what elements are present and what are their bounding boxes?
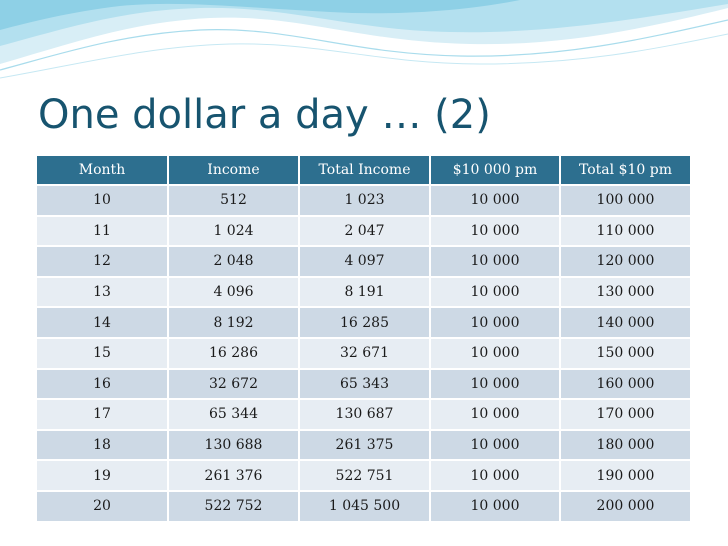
table-row: 18 130 688 261 375 10 000 180 000 xyxy=(37,429,690,462)
cell-month: 13 xyxy=(37,276,169,309)
table-row: 10 512 1 023 10 000 100 000 xyxy=(37,185,690,217)
cell-10000-pm: 10 000 xyxy=(430,337,561,370)
cell-10000-pm: 10 000 xyxy=(430,307,561,339)
cell-10000-pm: 10 000 xyxy=(430,399,561,431)
cell-income: 522 752 xyxy=(168,490,300,523)
cell-month: 17 xyxy=(37,399,169,431)
column-header-total-income: Total Income xyxy=(299,156,431,186)
table-row: 20 522 752 1 045 500 10 000 200 000 xyxy=(37,490,690,523)
cell-total-10-pm: 110 000 xyxy=(560,215,690,248)
cell-month: 18 xyxy=(37,429,169,462)
cell-10000-pm: 10 000 xyxy=(430,246,561,278)
cell-10000-pm: 10 000 xyxy=(430,368,561,401)
cell-month: 10 xyxy=(37,185,169,217)
cell-total-income: 1 023 xyxy=(299,185,431,217)
cell-income: 32 672 xyxy=(168,368,300,401)
cell-total-10-pm: 190 000 xyxy=(560,460,690,492)
cell-month: 20 xyxy=(37,490,169,523)
cell-total-income: 8 191 xyxy=(299,276,431,309)
cell-income: 4 096 xyxy=(168,276,300,309)
cell-income: 130 688 xyxy=(168,429,300,462)
cell-total-income: 1 045 500 xyxy=(299,490,431,523)
cell-income: 2 048 xyxy=(168,246,300,278)
cell-total-10-pm: 140 000 xyxy=(560,307,690,339)
income-table: Month Income Total Income $10 000 pm Tot… xyxy=(37,156,690,523)
cell-total-income: 65 343 xyxy=(299,368,431,401)
table-row: 14 8 192 16 285 10 000 140 000 xyxy=(37,307,690,339)
cell-total-10-pm: 200 000 xyxy=(560,490,690,523)
cell-month: 19 xyxy=(37,460,169,492)
cell-total-income: 16 285 xyxy=(299,307,431,339)
table-row: 16 32 672 65 343 10 000 160 000 xyxy=(37,368,690,401)
cell-income: 16 286 xyxy=(168,337,300,370)
cell-10000-pm: 10 000 xyxy=(430,429,561,462)
cell-10000-pm: 10 000 xyxy=(430,460,561,492)
cell-income: 65 344 xyxy=(168,399,300,431)
cell-total-10-pm: 180 000 xyxy=(560,429,690,462)
cell-total-income: 261 375 xyxy=(299,429,431,462)
cell-total-10-pm: 100 000 xyxy=(560,185,690,217)
cell-month: 11 xyxy=(37,215,169,248)
cell-total-10-pm: 120 000 xyxy=(560,246,690,278)
decorative-wave-banner xyxy=(0,0,728,79)
column-header-10000-pm: $10 000 pm xyxy=(430,156,561,186)
cell-total-income: 32 671 xyxy=(299,337,431,370)
cell-month: 16 xyxy=(37,368,169,401)
cell-month: 12 xyxy=(37,246,169,278)
slide-title: One dollar a day … (2) xyxy=(38,92,491,138)
cell-total-income: 2 047 xyxy=(299,215,431,248)
table-header-row: Month Income Total Income $10 000 pm Tot… xyxy=(37,156,690,186)
cell-10000-pm: 10 000 xyxy=(430,490,561,523)
cell-total-10-pm: 130 000 xyxy=(560,276,690,309)
cell-10000-pm: 10 000 xyxy=(430,276,561,309)
table-row: 11 1 024 2 047 10 000 110 000 xyxy=(37,215,690,248)
cell-income: 8 192 xyxy=(168,307,300,339)
cell-income: 512 xyxy=(168,185,300,217)
cell-total-10-pm: 170 000 xyxy=(560,399,690,431)
table-row: 19 261 376 522 751 10 000 190 000 xyxy=(37,460,690,492)
cell-month: 14 xyxy=(37,307,169,339)
cell-total-10-pm: 150 000 xyxy=(560,337,690,370)
cell-10000-pm: 10 000 xyxy=(430,185,561,217)
cell-income: 261 376 xyxy=(168,460,300,492)
column-header-month: Month xyxy=(37,156,169,186)
table-row: 17 65 344 130 687 10 000 170 000 xyxy=(37,399,690,431)
table-row: 13 4 096 8 191 10 000 130 000 xyxy=(37,276,690,309)
column-header-total-10-pm: Total $10 pm xyxy=(560,156,690,186)
cell-income: 1 024 xyxy=(168,215,300,248)
cell-10000-pm: 10 000 xyxy=(430,215,561,248)
column-header-income: Income xyxy=(168,156,300,186)
cell-total-income: 130 687 xyxy=(299,399,431,431)
cell-month: 15 xyxy=(37,337,169,370)
cell-total-income: 4 097 xyxy=(299,246,431,278)
cell-total-10-pm: 160 000 xyxy=(560,368,690,401)
table-row: 12 2 048 4 097 10 000 120 000 xyxy=(37,246,690,278)
cell-total-income: 522 751 xyxy=(299,460,431,492)
table-row: 15 16 286 32 671 10 000 150 000 xyxy=(37,337,690,370)
